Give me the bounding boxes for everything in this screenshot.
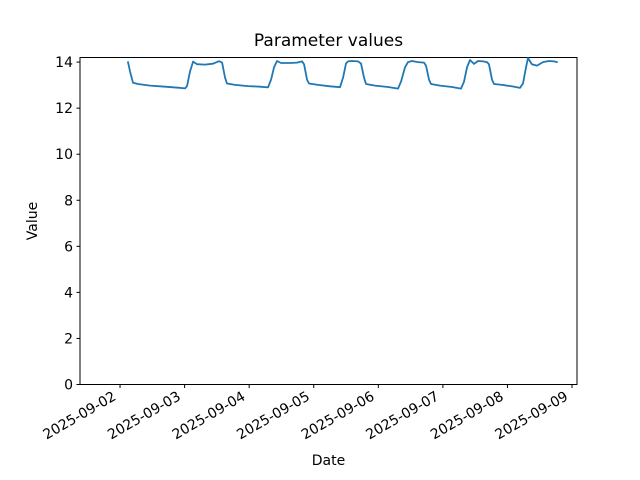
x-tick-label: 2025-09-08 (428, 389, 506, 444)
y-axis-label: Value (25, 202, 41, 240)
x-axis-label: Date (312, 453, 345, 469)
y-tick-label: 0 (64, 378, 73, 394)
y-tick-label: 2 (64, 331, 73, 347)
x-tick-label: 2025-09-02 (41, 389, 119, 444)
plot-area-border (79, 57, 578, 385)
y-tick-label: 4 (64, 285, 73, 301)
x-tick-label: 2025-09-07 (363, 389, 441, 444)
y-tick-label: 14 (55, 55, 73, 71)
x-tick-label: 2025-09-05 (234, 389, 312, 444)
y-tick-label: 10 (55, 147, 73, 163)
x-tick-label: 2025-09-03 (105, 389, 183, 444)
y-tick-label: 6 (64, 239, 73, 255)
chart-title: Parameter values (254, 31, 403, 51)
x-axis-ticks: 2025-09-022025-09-032025-09-042025-09-05… (41, 384, 573, 444)
series-line (127, 57, 558, 90)
x-tick-label: 2025-09-09 (493, 389, 571, 444)
y-tick-label: 8 (64, 193, 73, 209)
y-axis-ticks: 0 2 4 6 8 10 12 14 (55, 55, 80, 394)
y-tick-label: 12 (55, 101, 73, 117)
